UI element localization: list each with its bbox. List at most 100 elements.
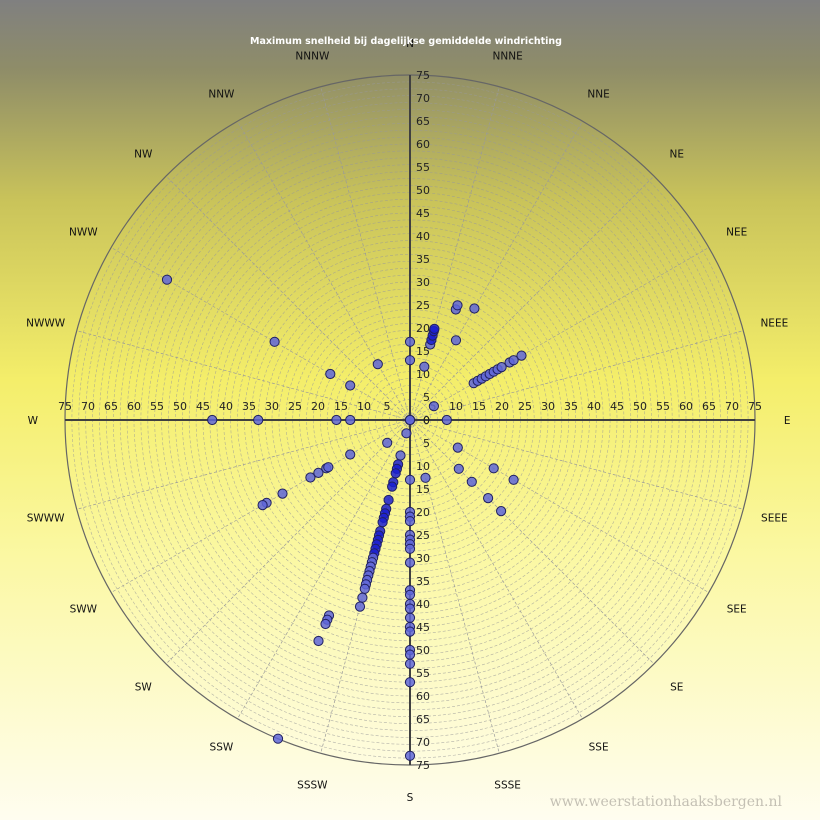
- data-point[interactable]: [483, 493, 494, 504]
- source-watermark[interactable]: www.weerstationhaaksbergen.nl: [550, 794, 783, 810]
- data-point[interactable]: [488, 463, 499, 474]
- data-point[interactable]: [320, 618, 331, 630]
- data-point[interactable]: [404, 557, 416, 568]
- data-point[interactable]: [401, 428, 412, 439]
- data-point[interactable]: [466, 476, 477, 487]
- tick-label-north: 0: [423, 414, 430, 427]
- tick-label-north: 5: [423, 391, 430, 404]
- tick-label-north: 40: [416, 230, 430, 243]
- data-point[interactable]: [269, 336, 280, 347]
- tick-label-west: 55: [150, 400, 164, 413]
- data-point[interactable]: [390, 468, 401, 479]
- tick-label-east: 15: [472, 400, 486, 413]
- direction-label-nnw: NNW: [208, 88, 235, 100]
- data-point[interactable]: [387, 481, 398, 492]
- data-point[interactable]: [496, 362, 507, 373]
- tick-label-west: 10: [357, 400, 371, 413]
- data-point[interactable]: [331, 414, 342, 426]
- direction-label-nw: NW: [134, 148, 153, 160]
- tick-label-south: 75: [416, 759, 430, 772]
- data-point[interactable]: [257, 500, 268, 511]
- data-point[interactable]: [383, 494, 394, 506]
- tick-label-east: 10: [449, 400, 463, 413]
- data-point[interactable]: [253, 414, 264, 426]
- data-point[interactable]: [207, 414, 218, 426]
- tick-label-east: 75: [748, 400, 762, 413]
- data-point[interactable]: [508, 355, 519, 366]
- data-point[interactable]: [404, 414, 416, 426]
- data-point[interactable]: [354, 601, 366, 612]
- data-point[interactable]: [452, 300, 463, 311]
- data-point[interactable]: [161, 274, 173, 285]
- data-point[interactable]: [450, 335, 462, 346]
- spoke-seee: [409, 419, 744, 510]
- data-point[interactable]: [359, 583, 370, 594]
- data-point[interactable]: [404, 612, 416, 623]
- spoke-sw: [165, 419, 411, 665]
- data-point[interactable]: [305, 472, 316, 483]
- data-point[interactable]: [325, 368, 336, 380]
- data-point[interactable]: [345, 414, 356, 426]
- data-point[interactable]: [404, 516, 416, 527]
- data-point[interactable]: [404, 589, 416, 600]
- data-point[interactable]: [404, 474, 416, 485]
- data-point[interactable]: [323, 462, 334, 473]
- data-point[interactable]: [508, 474, 519, 485]
- direction-labels: N NNNE NNE NE NEE NEEE E SEEE SEE SE SSE SSSE S SSSW S…: [26, 38, 790, 804]
- data-point[interactable]: [404, 658, 416, 669]
- data-point[interactable]: [404, 626, 416, 637]
- data-point[interactable]: [420, 472, 431, 483]
- data-point[interactable]: [469, 303, 480, 314]
- data-point[interactable]: [404, 649, 416, 660]
- tick-label-north: 25: [416, 299, 430, 312]
- data-point[interactable]: [357, 592, 368, 603]
- data-point[interactable]: [404, 336, 416, 347]
- direction-label-ne: NE: [669, 148, 684, 160]
- spoke-nnw: [237, 121, 411, 421]
- data-point[interactable]: [372, 359, 383, 370]
- data-point[interactable]: [441, 414, 452, 426]
- direction-label-nee: NEE: [726, 226, 747, 238]
- tick-label-north: 15: [416, 345, 430, 358]
- data-point[interactable]: [277, 488, 288, 499]
- data-point[interactable]: [377, 517, 388, 528]
- data-point[interactable]: [382, 437, 393, 448]
- data-point[interactable]: [404, 750, 416, 761]
- tick-label-south: 35: [416, 575, 430, 588]
- data-point[interactable]: [404, 677, 416, 688]
- tick-label-north: 65: [416, 115, 430, 128]
- tick-label-west: 20: [311, 400, 325, 413]
- data-point[interactable]: [404, 603, 416, 614]
- tick-label-south: 50: [416, 644, 430, 657]
- data-point[interactable]: [419, 361, 430, 372]
- direction-label-nwww: NWWW: [26, 317, 66, 329]
- radial-tick-labels: 0055551010101015151515202020202525252530…: [58, 69, 762, 772]
- data-point[interactable]: [404, 355, 416, 366]
- spoke-ne: [409, 175, 655, 421]
- direction-label-see: SEE: [727, 604, 747, 616]
- data-point[interactable]: [395, 450, 406, 461]
- tick-label-south: 70: [416, 736, 430, 749]
- tick-label-east: 25: [518, 400, 532, 413]
- tick-label-west: 65: [104, 400, 118, 413]
- tick-label-north: 55: [416, 161, 430, 174]
- data-point[interactable]: [496, 506, 507, 517]
- data-point[interactable]: [453, 463, 464, 474]
- data-point[interactable]: [452, 442, 463, 453]
- tick-label-east: 65: [702, 400, 716, 413]
- data-point[interactable]: [345, 380, 356, 391]
- data-point[interactable]: [516, 350, 527, 361]
- data-point[interactable]: [428, 401, 439, 412]
- spoke-neee: [409, 330, 744, 421]
- data-point[interactable]: [313, 635, 324, 647]
- tick-label-east: 20: [495, 400, 509, 413]
- data-point[interactable]: [404, 543, 416, 554]
- tick-label-east: 55: [656, 400, 670, 413]
- data-point[interactable]: [272, 733, 284, 744]
- data-point[interactable]: [429, 323, 440, 334]
- tick-label-west: 15: [334, 400, 348, 413]
- data-point[interactable]: [345, 449, 356, 460]
- data-point[interactable]: [313, 467, 324, 478]
